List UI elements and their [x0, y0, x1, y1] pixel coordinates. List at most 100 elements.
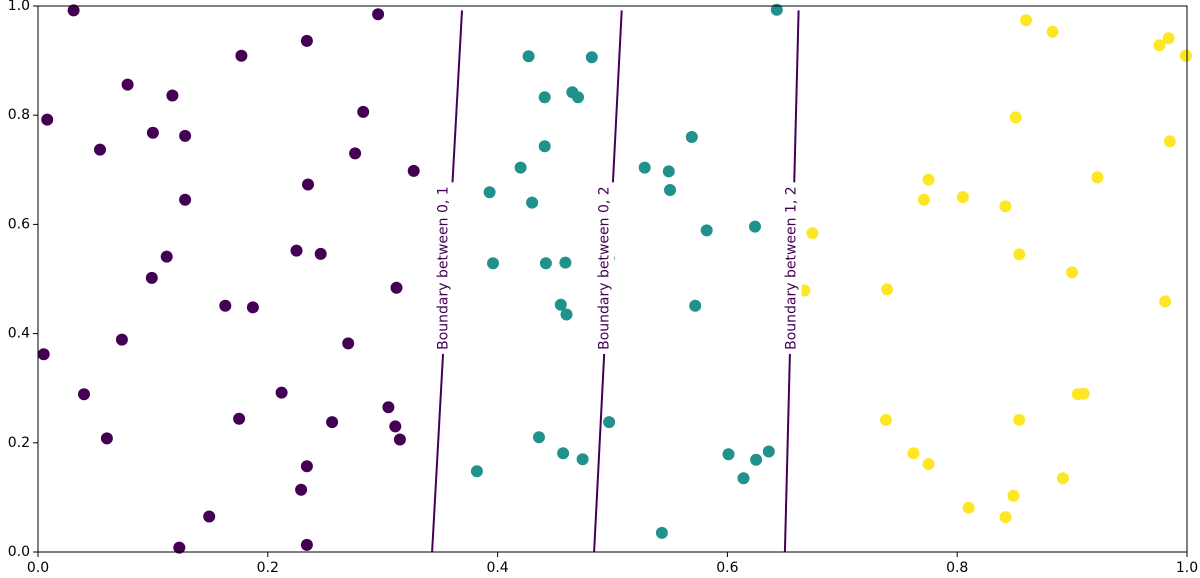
point-class-1-29 — [750, 453, 763, 466]
boundaries-layer: Boundary between 0, 1 Boundary between 0,… — [431, 10, 802, 553]
point-class-0-15 — [160, 250, 173, 263]
point-class-0-3 — [121, 78, 134, 91]
point-class-0-25 — [78, 388, 90, 401]
point-class-2-9 — [917, 193, 930, 206]
boundary-label-0: Boundary between 0, 1 — [436, 186, 452, 350]
axes-layer: 0.0 0.2 0.4 0.6 0.8 1.0 0.0 0.2 0.4 0.6 0.8 1.0 — [8, 0, 1198, 576]
point-class-2-23 — [922, 458, 935, 471]
point-class-2-20 — [880, 413, 892, 426]
point-class-1-7 — [514, 161, 527, 174]
point-class-2-11 — [999, 200, 1012, 213]
point-class-1-15 — [487, 257, 499, 270]
point-class-0-9 — [372, 8, 385, 21]
point-class-0-29 — [326, 416, 339, 429]
x-tick-label-5: 1.0 — [1176, 560, 1198, 576]
point-class-1-1 — [585, 51, 598, 64]
point-class-0-0 — [67, 4, 80, 17]
point-class-0-30 — [389, 420, 402, 433]
point-class-2-1 — [1046, 25, 1059, 38]
point-class-1-28 — [722, 448, 735, 461]
point-class-0-10 — [357, 105, 370, 118]
point-class-2-19 — [1077, 387, 1090, 400]
boundary-label-gap-0 — [433, 182, 454, 354]
point-class-0-18 — [314, 247, 327, 260]
point-class-2-24 — [1056, 472, 1069, 485]
point-class-1-19 — [749, 220, 761, 233]
point-class-1-12 — [526, 196, 539, 209]
x-tick-label-0: 0.0 — [27, 560, 49, 576]
point-class-0-26 — [275, 386, 288, 399]
point-class-2-27 — [999, 511, 1012, 524]
point-class-1-33 — [770, 3, 783, 16]
point-class-1-11 — [664, 184, 676, 196]
boundary-label-gap-1 — [594, 182, 615, 354]
point-class-2-7 — [1091, 171, 1104, 184]
point-class-1-20 — [554, 298, 567, 311]
point-class-1-24 — [557, 447, 570, 460]
point-class-2-25 — [1007, 489, 1020, 502]
x-tick-label-2: 0.4 — [486, 560, 508, 576]
point-class-2-8 — [922, 173, 935, 186]
point-class-0-16 — [145, 271, 158, 284]
point-class-1-31 — [737, 472, 750, 485]
point-class-0-8 — [300, 34, 313, 47]
point-class-1-4 — [572, 91, 584, 104]
y-tick-label-0: 0.0 — [8, 544, 30, 560]
point-class-1-8 — [638, 161, 651, 174]
point-class-1-21 — [560, 308, 573, 321]
point-class-0-20 — [219, 299, 232, 312]
point-class-2-3 — [1153, 39, 1166, 52]
point-class-1-32 — [655, 526, 668, 539]
point-class-2-0 — [1020, 14, 1033, 27]
plot-frame — [37, 5, 1188, 553]
x-tick-label-1: 0.2 — [257, 560, 279, 576]
point-class-2-26 — [962, 501, 975, 514]
point-class-0-27 — [382, 401, 395, 414]
point-class-0-14 — [179, 193, 192, 206]
point-class-2-10 — [956, 191, 969, 204]
point-class-2-16 — [881, 283, 894, 296]
point-class-1-5 — [538, 140, 551, 153]
point-class-1-25 — [576, 453, 589, 466]
x-tick-label-4: 0.8 — [946, 560, 968, 576]
point-class-1-27 — [470, 465, 483, 478]
point-class-0-23 — [37, 348, 50, 361]
point-class-0-31 — [100, 432, 113, 445]
point-class-0-19 — [390, 281, 403, 294]
point-class-0-37 — [300, 538, 313, 551]
point-class-1-22 — [689, 299, 702, 312]
y-tick-label-2: 0.4 — [8, 326, 30, 342]
y-tick-label-5: 1.0 — [8, 0, 30, 14]
point-class-1-30 — [762, 445, 775, 458]
y-tick-label-4: 0.8 — [8, 107, 30, 123]
point-class-2-12 — [806, 227, 819, 240]
point-class-2-5 — [1009, 111, 1022, 124]
point-class-0-2 — [94, 143, 106, 156]
y-tick-label-3: 0.6 — [8, 216, 30, 232]
point-class-2-13 — [1013, 248, 1026, 261]
point-class-0-4 — [166, 89, 179, 102]
point-class-2-2 — [1162, 32, 1175, 45]
point-class-1-26 — [603, 416, 616, 429]
point-class-0-6 — [179, 129, 192, 142]
point-class-0-7 — [235, 49, 248, 62]
point-class-0-28 — [233, 412, 246, 425]
point-class-0-36 — [173, 541, 186, 554]
point-class-0-24 — [342, 337, 355, 350]
point-class-0-33 — [300, 460, 313, 473]
point-class-1-6 — [685, 131, 698, 143]
point-class-0-21 — [246, 301, 259, 314]
point-class-1-9 — [662, 165, 675, 178]
point-class-0-11 — [349, 147, 362, 160]
point-class-0-22 — [115, 333, 128, 346]
point-class-0-32 — [393, 433, 406, 446]
point-class-2-22 — [907, 447, 920, 460]
point-class-2-17 — [1159, 295, 1172, 308]
boundary-label-1: Boundary between 0, 2 — [597, 186, 613, 350]
point-class-0-1 — [41, 113, 54, 126]
point-class-2-4 — [1179, 49, 1192, 62]
x-tick-label-3: 0.6 — [716, 560, 738, 576]
point-class-2-14 — [1066, 266, 1079, 279]
point-class-2-6 — [1163, 135, 1176, 148]
boundary-label-2: Boundary between 1, 2 — [784, 186, 800, 350]
